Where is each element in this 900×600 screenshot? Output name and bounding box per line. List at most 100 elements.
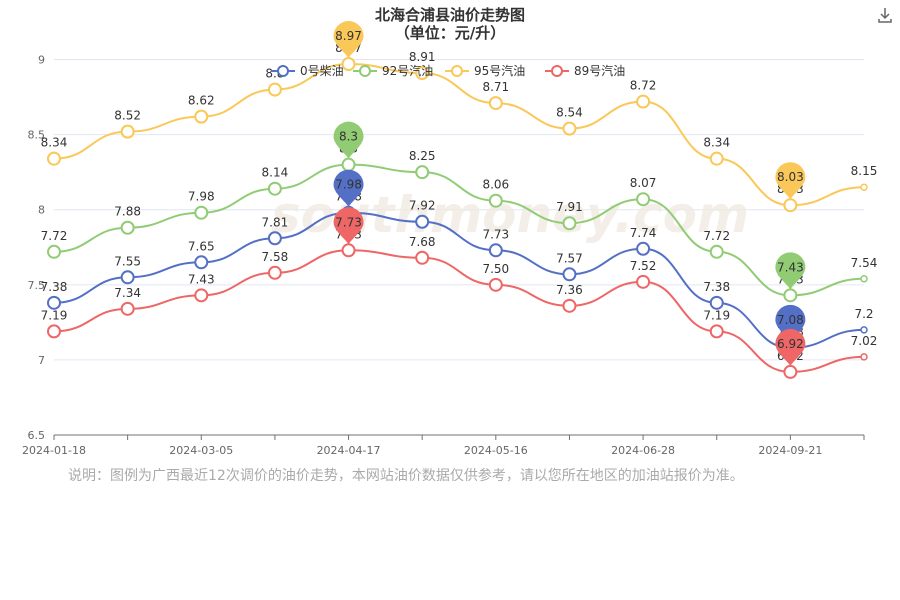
pin-shape [333, 21, 364, 59]
data-label: 7.50 [482, 262, 509, 276]
data-label: 8.52 [114, 109, 141, 123]
data-point [120, 301, 135, 316]
data-point [636, 274, 651, 289]
y-tick-label: 8 [38, 204, 45, 217]
data-point [709, 295, 724, 310]
data-label: 8.54 [556, 106, 583, 120]
data-label: 7.2 [854, 307, 873, 321]
data-label: 7.58 [262, 250, 289, 264]
data-point [415, 250, 430, 265]
data-point [267, 82, 282, 97]
chart-subtitle: （单位：元/升） [395, 24, 505, 42]
data-label: 7.54 [851, 256, 878, 270]
data-label: 8.62 [188, 94, 215, 108]
data-label: 7.88 [114, 205, 141, 219]
data-label: 7.92 [409, 199, 436, 213]
series-line-2 [53, 63, 865, 207]
download-icon[interactable] [876, 6, 894, 24]
data-label: 8.14 [262, 166, 289, 180]
data-point [120, 124, 135, 139]
data-point [562, 298, 577, 313]
x-tick-label: 2024-05-16 [464, 444, 528, 457]
data-label: 7.65 [188, 239, 215, 253]
legend-marker [451, 65, 463, 77]
legend-item-3[interactable]: 89号汽油 [545, 63, 625, 78]
legend-item-2[interactable]: 95号汽油 [445, 63, 525, 78]
pin-marker: 7.43 [775, 252, 806, 290]
pin-label: 7.98 [335, 178, 362, 192]
pin-marker: 7.73 [333, 207, 364, 245]
data-label: 8.71 [482, 80, 509, 94]
data-label: 7.34 [114, 286, 141, 300]
x-tick-label: 2024-03-05 [169, 444, 233, 457]
data-point [341, 157, 356, 172]
y-tick-label: 9 [38, 54, 45, 67]
pin-label: 8.3 [339, 130, 358, 144]
y-tick-label: 6.5 [28, 429, 46, 442]
legend-label: 92号汽油 [382, 63, 433, 78]
data-label: 7.57 [556, 251, 583, 265]
data-label: 7.19 [41, 308, 68, 322]
data-point [415, 66, 430, 81]
data-label: 8.72 [630, 79, 657, 93]
data-label: 8.34 [703, 136, 730, 150]
pin-marker: 8.3 [333, 121, 364, 159]
data-point [636, 241, 651, 256]
data-point [783, 288, 798, 303]
pin-label: 8.03 [777, 170, 804, 184]
pin-shape [775, 162, 806, 200]
data-point [562, 121, 577, 136]
data-label: 7.38 [703, 280, 730, 294]
x-tick-label: 2024-09-21 [758, 444, 822, 457]
data-point [860, 326, 868, 334]
data-point [860, 183, 868, 191]
data-label: 7.72 [703, 229, 730, 243]
data-label: 7.72 [41, 229, 68, 243]
pin-label: 7.73 [335, 215, 362, 229]
legend-marker [359, 65, 371, 77]
data-point [783, 198, 798, 213]
data-point [709, 151, 724, 166]
legend-item-1[interactable]: 92号汽油 [353, 63, 433, 78]
data-label: 7.73 [482, 227, 509, 241]
legend-label: 0号柴油 [300, 64, 344, 78]
pin-label: 6.92 [777, 337, 804, 351]
y-tick-label: 7.5 [28, 279, 46, 292]
pin-marker: 8.97 [333, 21, 364, 59]
data-label: 7.74 [630, 226, 657, 240]
series-line-3 [53, 249, 865, 373]
data-point [562, 216, 577, 231]
pin-shape [333, 207, 364, 245]
pin-label: 7.43 [777, 260, 804, 274]
data-point [860, 353, 868, 361]
pin-shape [333, 169, 364, 207]
data-label: 7.52 [630, 259, 657, 273]
pin-marker: 7.98 [333, 169, 364, 207]
data-point [415, 165, 430, 180]
data-point [709, 324, 724, 339]
data-label: 7.36 [556, 283, 583, 297]
x-tick-label: 2024-01-18 [22, 444, 86, 457]
data-point [341, 57, 356, 72]
data-point [194, 109, 209, 124]
pin-label: 7.08 [777, 313, 804, 327]
data-point [415, 214, 430, 229]
legend-item-0[interactable]: 0号柴油 [271, 64, 344, 78]
data-point [341, 243, 356, 258]
legend-label: 89号汽油 [574, 63, 625, 78]
data-point [120, 220, 135, 235]
data-point [267, 181, 282, 196]
data-point [488, 277, 503, 292]
y-tick-label: 8.5 [28, 129, 46, 142]
pin-marker: 8.03 [775, 162, 806, 200]
data-point [120, 270, 135, 285]
legend-marker [551, 65, 563, 77]
data-point [709, 244, 724, 259]
data-label: 7.68 [409, 235, 436, 249]
pin-shape [775, 252, 806, 290]
pin-shape [775, 328, 806, 366]
data-point [47, 151, 61, 166]
data-label: 7.38 [41, 280, 68, 294]
data-point [194, 288, 209, 303]
